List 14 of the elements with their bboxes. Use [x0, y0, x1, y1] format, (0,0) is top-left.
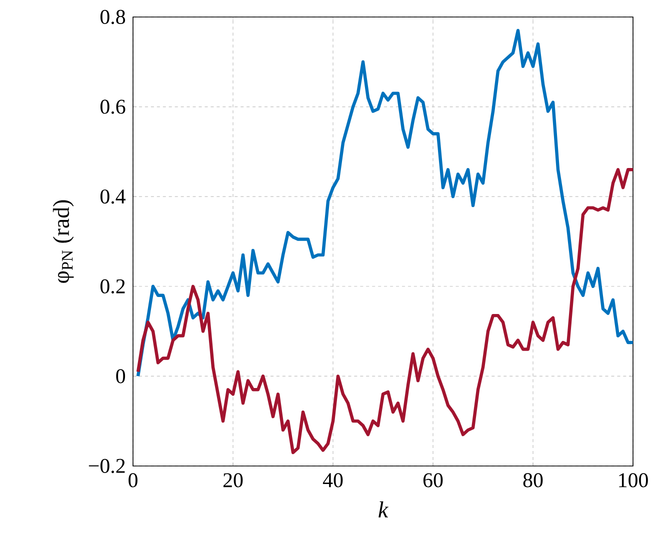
x-tick-label: 100: [619, 473, 648, 488]
x-axis-title: k: [378, 501, 388, 518]
x-tick-label: 20: [223, 473, 243, 488]
y-tick-label: 0.6: [100, 100, 126, 114]
y-tick-label: −0.2: [88, 458, 125, 474]
x-tick-label: 60: [423, 473, 443, 488]
x-tick-label: 80: [523, 473, 543, 488]
y-tick-label: 0.4: [100, 189, 126, 204]
y-tick-label: 0.2: [100, 279, 125, 294]
y-tick-label: 0: [116, 369, 126, 384]
x-tick-label: 40: [322, 473, 343, 488]
y-axis-title: φ$_{PN}$ (rad): [52, 200, 74, 283]
y-tick-label: 0.8: [100, 10, 126, 24]
x-tick-label: 0: [128, 473, 138, 488]
